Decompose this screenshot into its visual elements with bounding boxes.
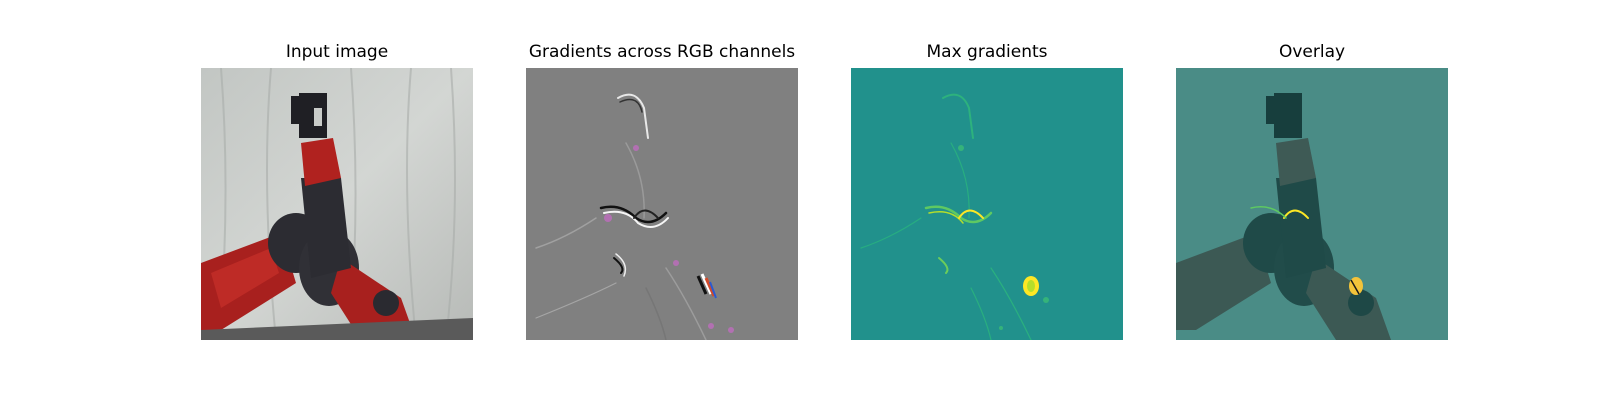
overlay-composite xyxy=(1176,68,1448,340)
max-gradient-image xyxy=(851,68,1123,340)
gradient-hotspot xyxy=(1349,277,1363,295)
rgb-gradient-image xyxy=(526,68,798,340)
panel-title: Gradients across RGB channels xyxy=(528,42,796,62)
max-gradient-map xyxy=(851,68,1123,340)
robot-arm-photo xyxy=(201,68,473,340)
panel-title: Max gradients xyxy=(926,42,1048,62)
input-image xyxy=(201,68,473,340)
gradient-hotspot xyxy=(696,273,717,299)
panel-title: Overlay xyxy=(1278,42,1346,62)
panel-title: Input image xyxy=(285,42,389,62)
overlay-image xyxy=(1176,68,1448,340)
gradient-hotspot xyxy=(1023,276,1039,296)
rgb-gradient-map xyxy=(526,68,798,340)
